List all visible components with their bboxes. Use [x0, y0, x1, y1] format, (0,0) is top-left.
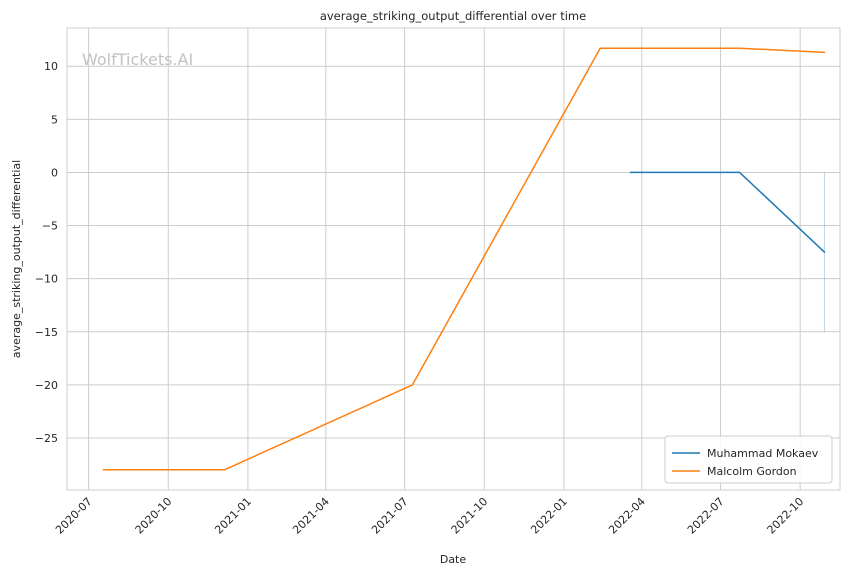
y-tick-label: 10 — [44, 60, 58, 73]
watermark: WolfTickets.AI — [82, 50, 193, 69]
series-lines — [102, 47, 826, 471]
y-axis-title: average_striking_output_differential — [10, 160, 23, 358]
y-tick-label: −25 — [35, 432, 58, 445]
legend-label-0: Muhammad Mokaev — [707, 447, 819, 460]
y-tick-label: −5 — [42, 220, 58, 233]
y-axis-ticks: 10 5 0 −5 −10 −15 −20 −25 — [35, 60, 58, 445]
plot-area-frame — [66, 27, 841, 491]
series-line-1 — [102, 47, 826, 471]
chart-title: average_striking_output_differential ove… — [320, 9, 586, 23]
y-tick-label: −15 — [35, 326, 58, 339]
y-tick-label: −10 — [35, 273, 58, 286]
legend-box — [664, 435, 833, 484]
y-tick-label: 0 — [51, 166, 58, 179]
x-axis-title: Date — [440, 553, 467, 566]
y-tick-label: −20 — [35, 379, 58, 392]
grid — [67, 28, 840, 490]
legend: Muhammad Mokaev Malcolm Gordon — [664, 435, 833, 484]
series-line-0 — [629, 171, 826, 253]
legend-label-1: Malcolm Gordon — [707, 465, 797, 478]
y-tick-label: 5 — [51, 113, 58, 126]
